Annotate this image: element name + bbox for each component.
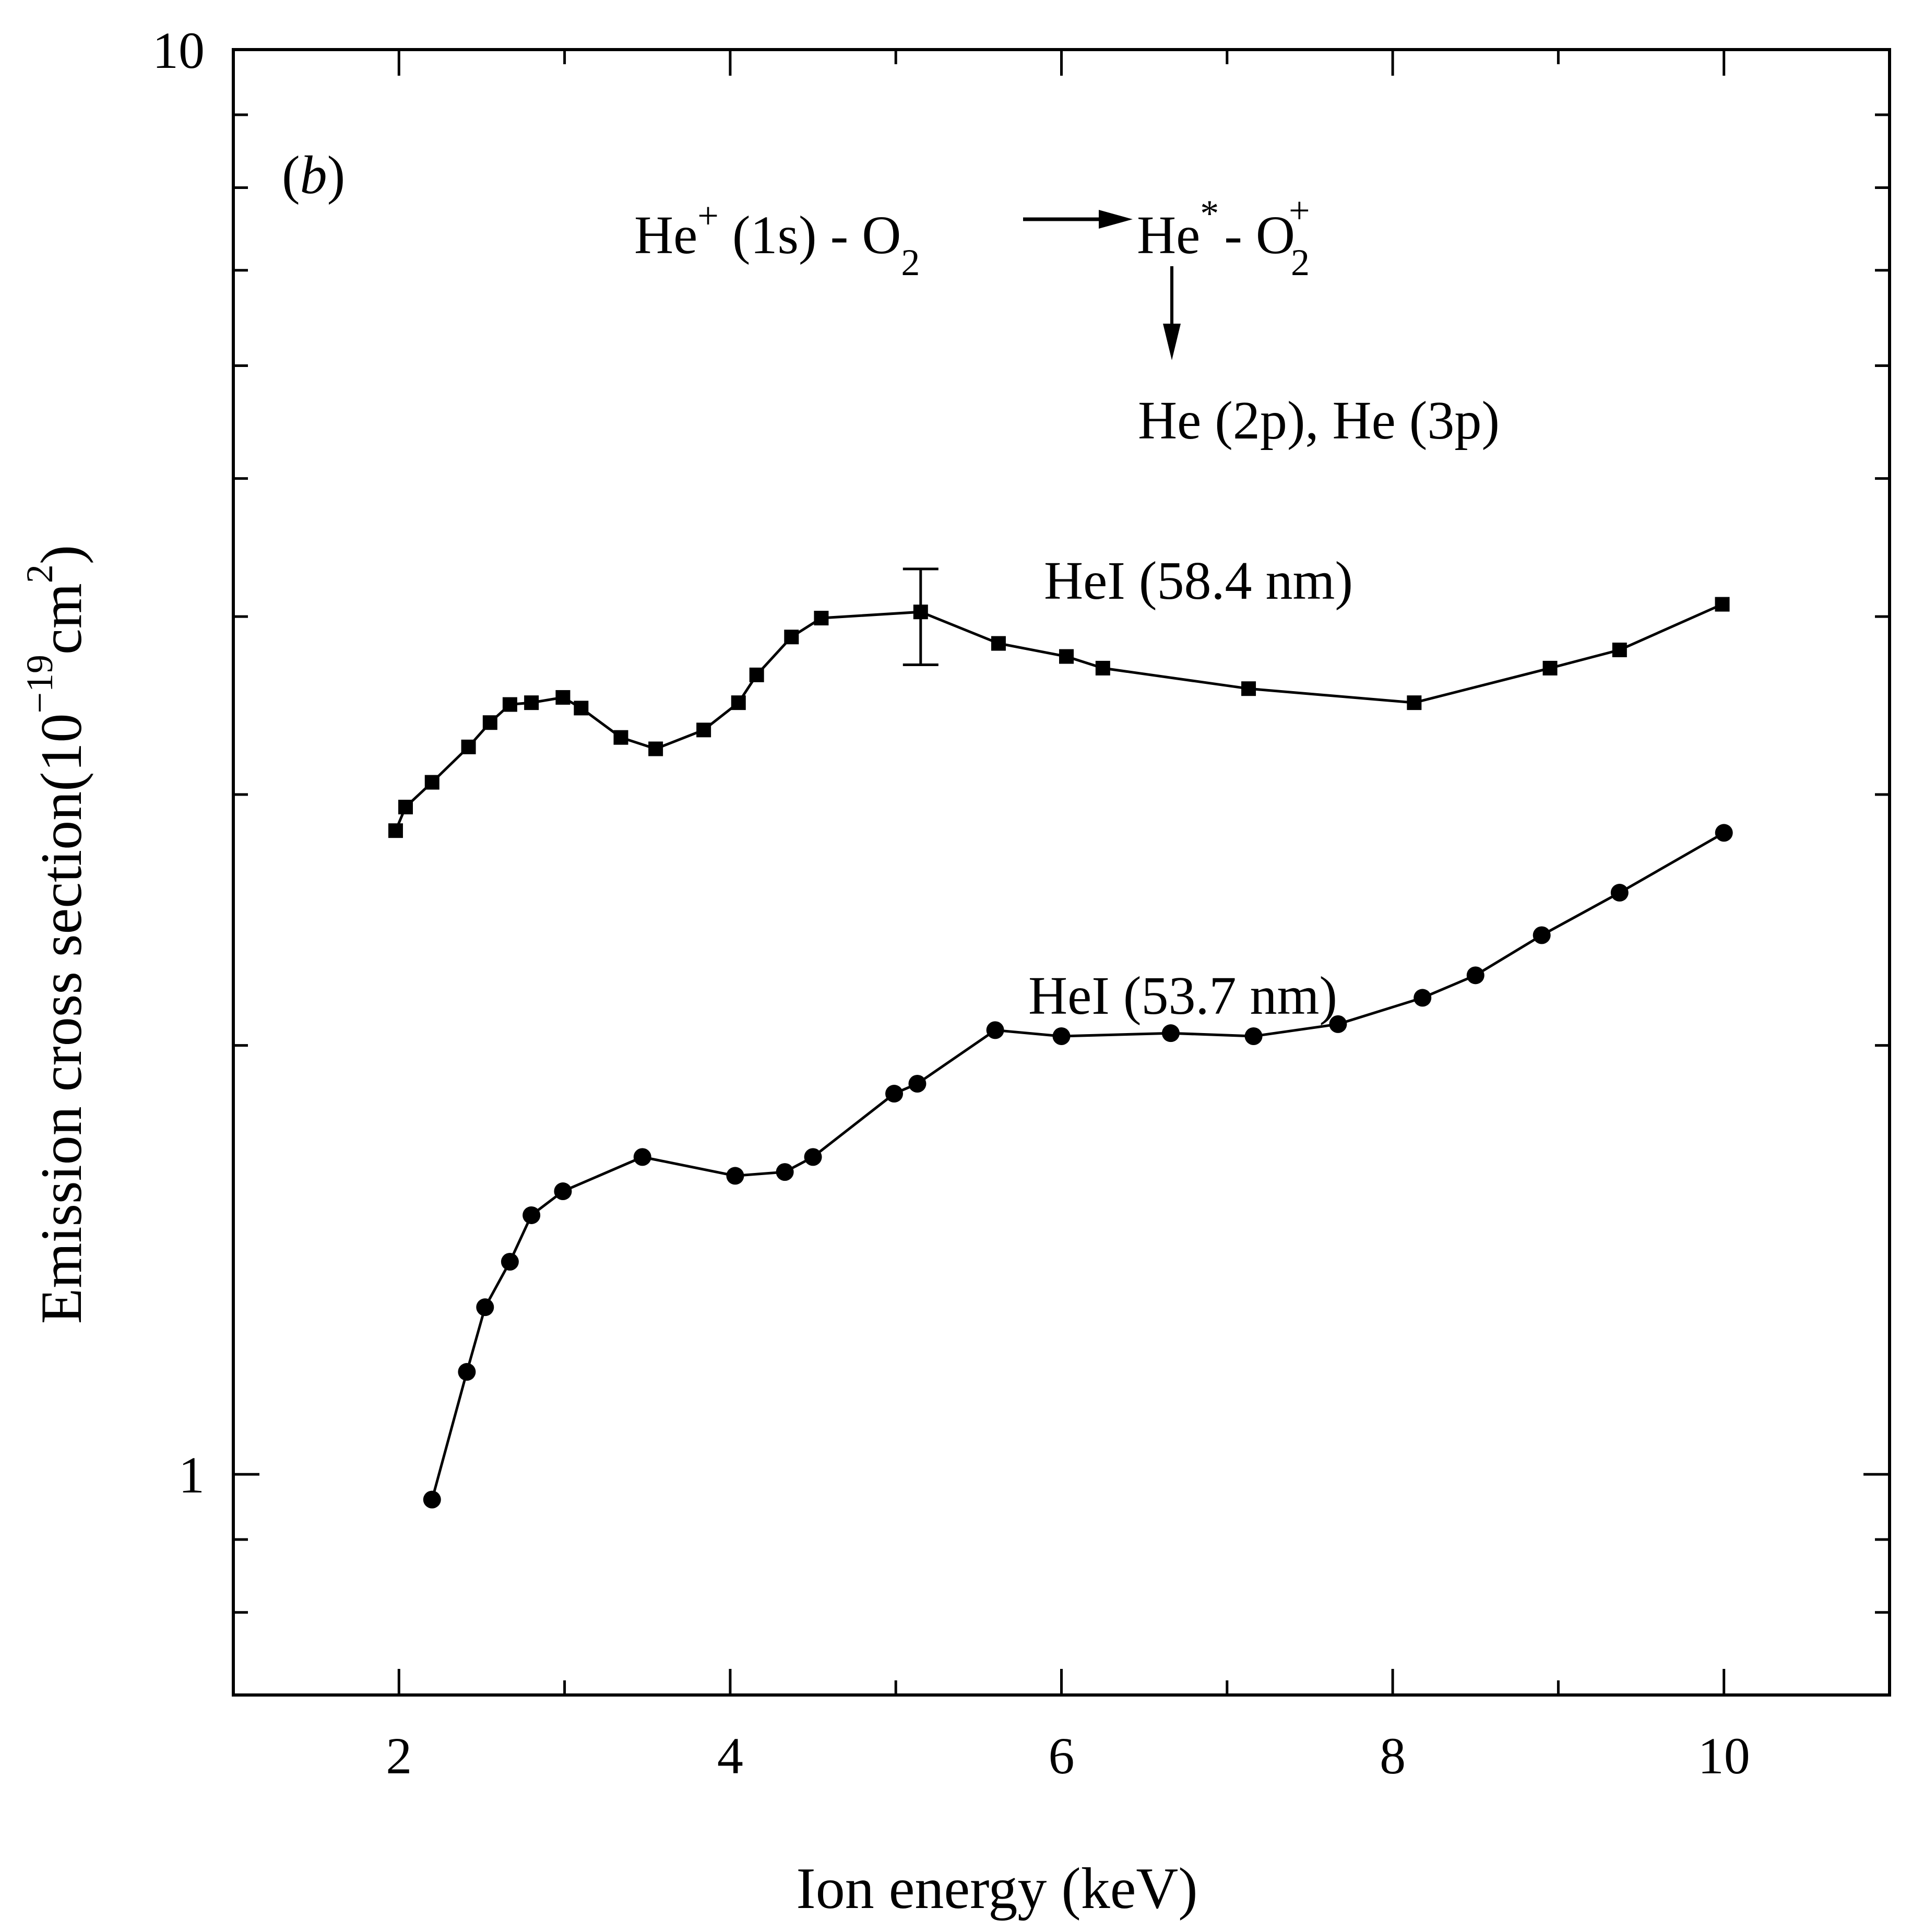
series-label-53-7nm: HeI (53.7 nm): [1028, 966, 1337, 1026]
circle-marker: [1610, 884, 1629, 902]
circle-marker: [885, 1085, 904, 1103]
square-marker: [1059, 649, 1074, 664]
axis-ticks: [232, 48, 1891, 1697]
square-marker: [388, 823, 403, 838]
square-marker: [749, 667, 764, 682]
square-marker: [398, 800, 413, 815]
reaction-decay-products: He (2p), He (3p): [1138, 390, 1500, 451]
x-tick-label: 8: [1380, 1727, 1406, 1785]
circle-marker: [501, 1252, 519, 1271]
circle-marker: [986, 1021, 1004, 1039]
reaction-products: He*- O2+: [1137, 189, 1310, 283]
square-marker: [814, 611, 829, 626]
reaction-arrow-right: [1023, 210, 1133, 229]
series-label-58-4nm: HeI (58.4 nm): [1044, 551, 1353, 611]
circle-marker: [1715, 824, 1733, 842]
square-marker: [1407, 695, 1422, 710]
circle-marker: [1244, 1027, 1263, 1046]
series-line-1: [431, 832, 1725, 1500]
circle-marker: [1466, 966, 1485, 985]
circle-marker: [1329, 1015, 1347, 1033]
square-marker: [613, 730, 628, 745]
circle-marker: [554, 1182, 572, 1201]
square-marker: [1542, 660, 1558, 675]
circle-marker: [776, 1163, 794, 1181]
y-axis-title: Emission cross section(10−19cm2): [19, 545, 94, 1324]
series-line-0: [394, 603, 1723, 832]
circle-marker: [633, 1148, 651, 1166]
x-tick-label: 4: [717, 1727, 743, 1785]
circle-marker: [1161, 1024, 1180, 1042]
y-tick-label: 1: [179, 1446, 205, 1504]
plot-border: [232, 48, 1891, 1697]
panel-label: (b): [282, 145, 345, 205]
circle-marker: [458, 1363, 476, 1381]
circle-marker: [804, 1148, 822, 1166]
circle-marker: [1533, 926, 1551, 944]
x-tick-label: 2: [386, 1727, 412, 1785]
square-marker: [731, 695, 746, 710]
reaction-arrow-down: [1163, 266, 1181, 360]
plot-frame: [232, 48, 1891, 1697]
square-marker: [502, 697, 517, 712]
reaction-reactants: He+ (1s) - O2: [634, 195, 920, 283]
square-marker: [784, 630, 799, 645]
circle-marker: [522, 1206, 541, 1224]
circle-marker: [1052, 1027, 1071, 1046]
x-tick-label: 10: [1698, 1727, 1750, 1785]
circle-marker: [1414, 989, 1432, 1007]
square-marker: [696, 722, 711, 738]
axis-tick-labels: 2 4 6 8 10 1 10: [152, 21, 1750, 1785]
circle-marker: [908, 1074, 927, 1093]
series-markers: [388, 567, 1733, 1509]
circle-marker: [423, 1490, 441, 1509]
square-marker: [1715, 597, 1730, 612]
square-marker: [991, 636, 1006, 651]
square-marker: [1095, 660, 1110, 675]
square-marker: [461, 739, 476, 754]
x-axis-title: Ion energy (keV): [796, 1856, 1197, 1921]
circle-marker: [476, 1298, 494, 1317]
square-marker: [555, 690, 571, 705]
series-lines: [394, 603, 1725, 1500]
square-marker: [1241, 681, 1256, 696]
circle-marker: [726, 1167, 744, 1185]
square-marker: [1612, 642, 1627, 657]
square-marker: [574, 701, 589, 716]
square-marker: [424, 775, 440, 790]
x-tick-label: 6: [1049, 1727, 1075, 1785]
square-marker: [648, 741, 663, 756]
y-tick-label: 10: [152, 21, 205, 79]
square-marker: [482, 715, 497, 730]
square-marker: [524, 695, 539, 710]
